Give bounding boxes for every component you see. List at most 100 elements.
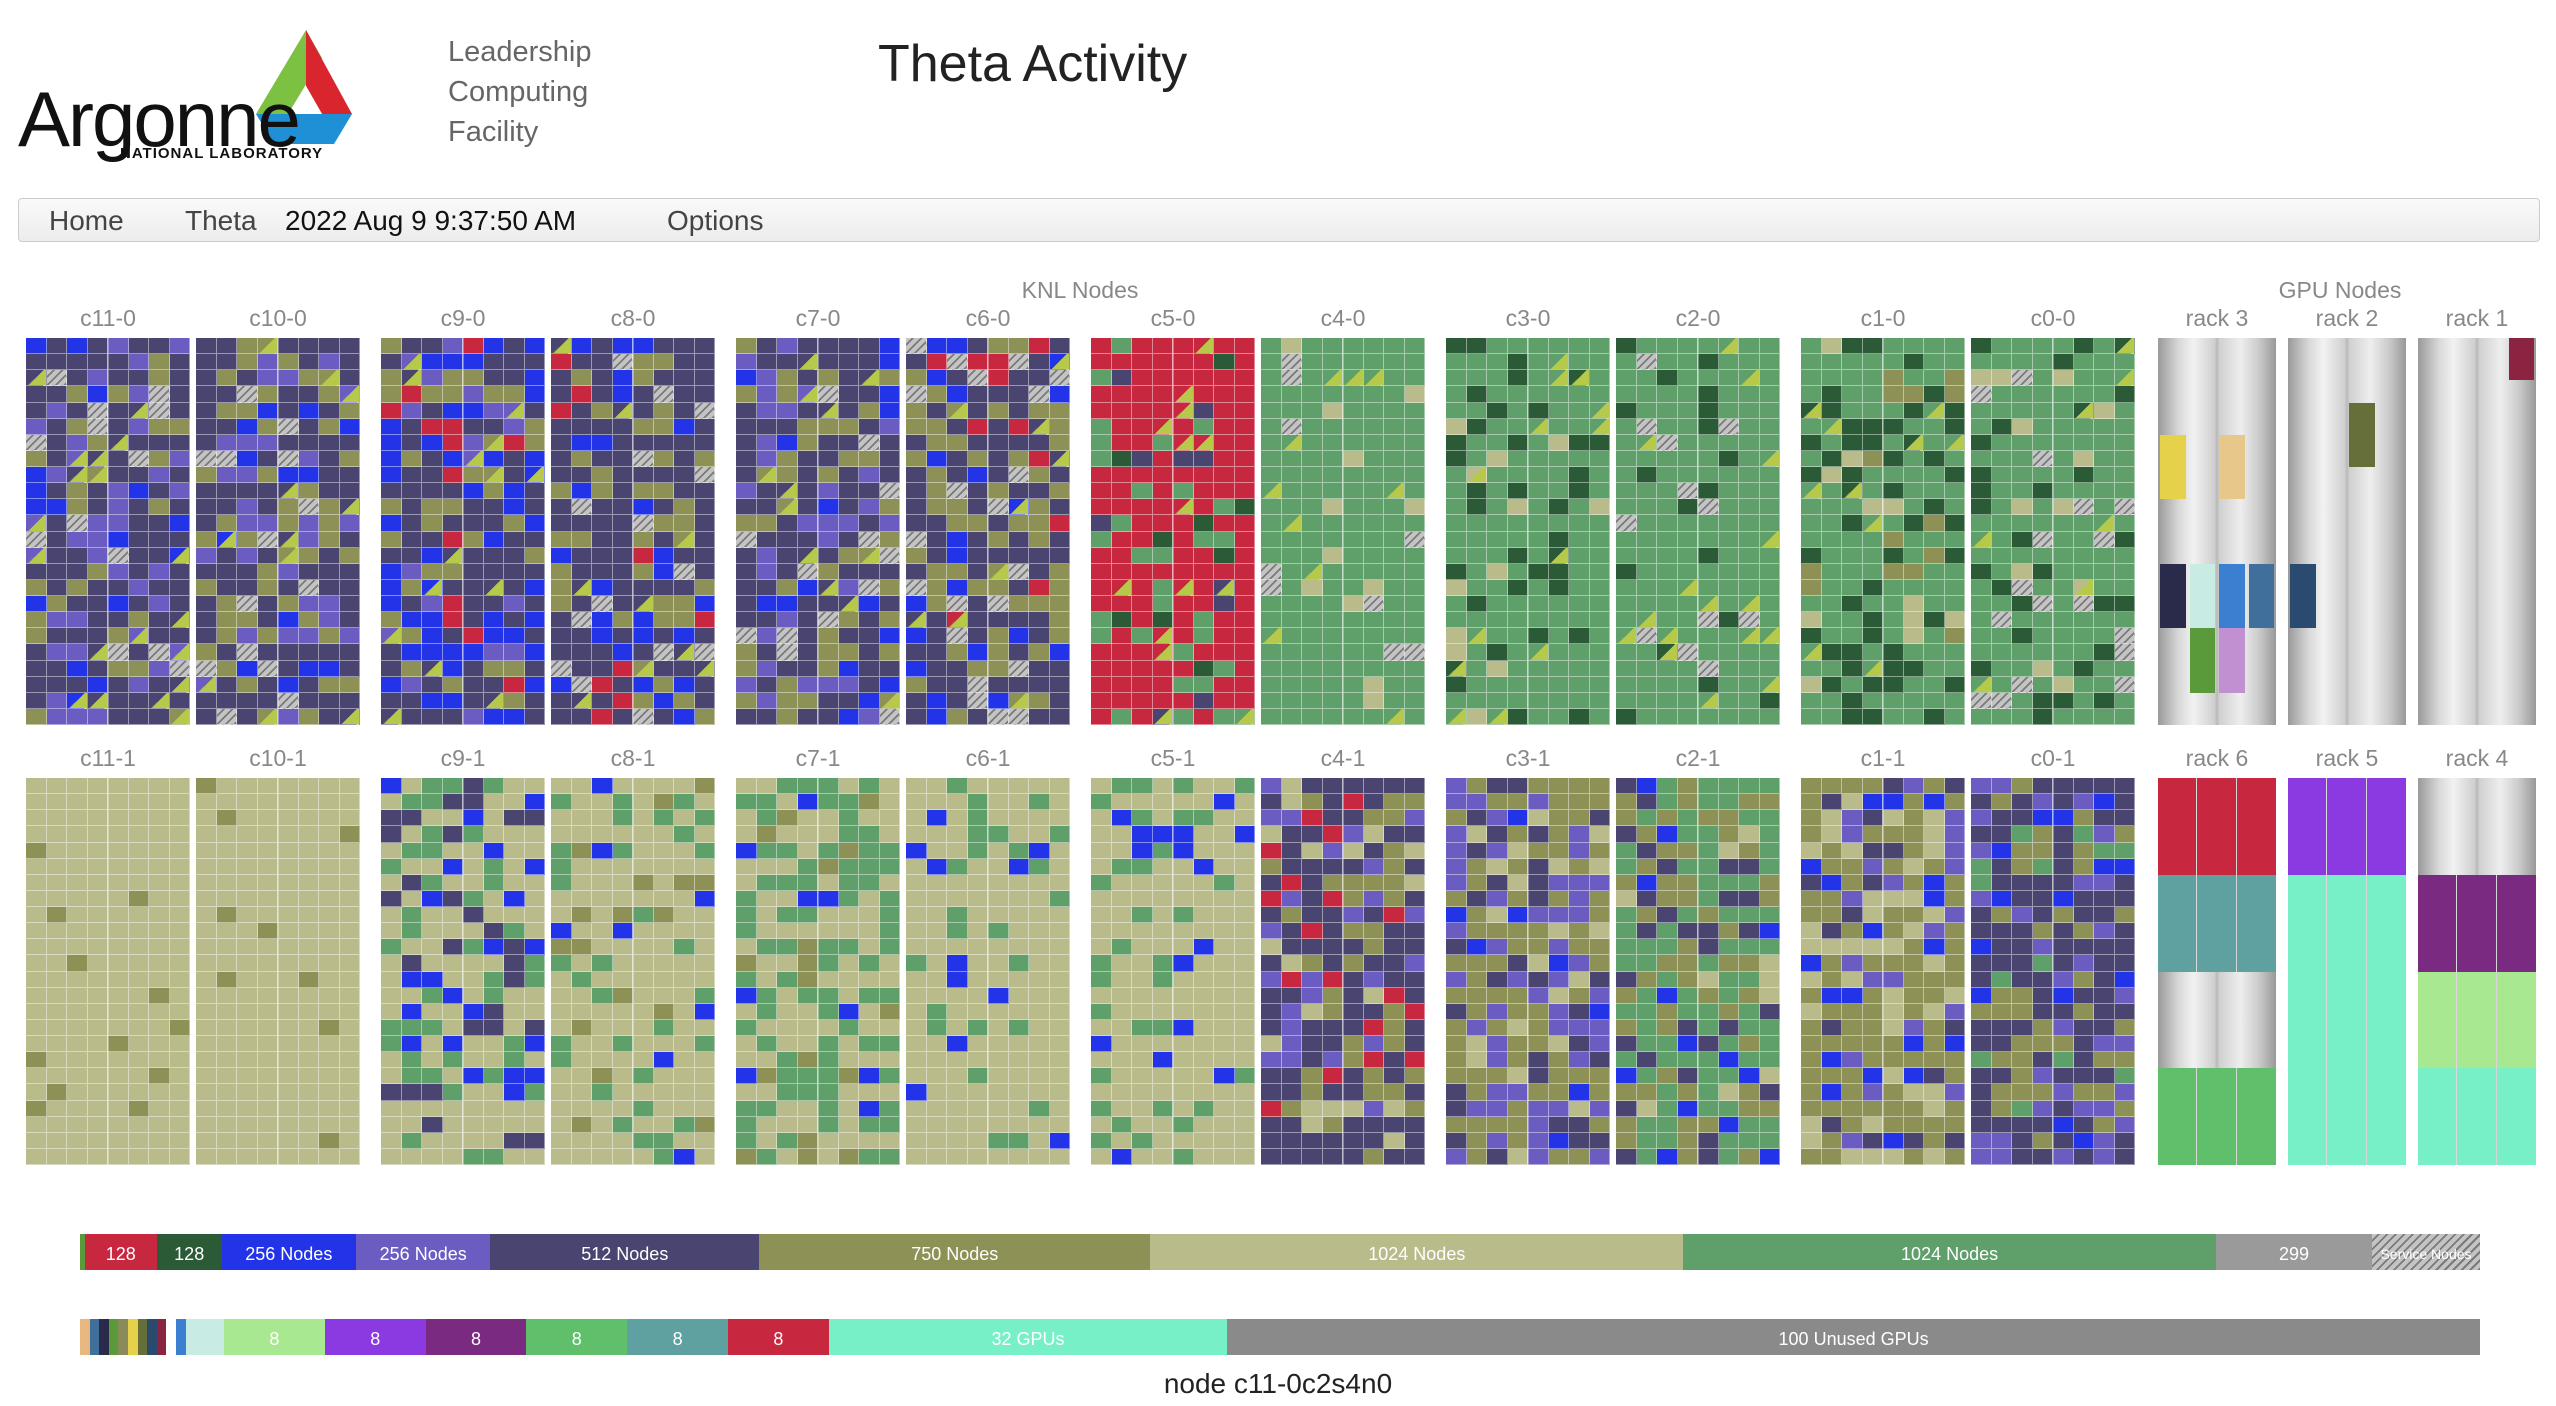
node-cell[interactable] bbox=[1091, 596, 1112, 613]
node-cell[interactable] bbox=[1759, 971, 1780, 988]
node-cell[interactable] bbox=[1008, 923, 1029, 940]
node-cell[interactable] bbox=[1636, 499, 1657, 516]
node-cell[interactable] bbox=[1698, 354, 1719, 371]
node-cell[interactable] bbox=[777, 810, 798, 827]
node-cell[interactable] bbox=[838, 644, 859, 661]
node-cell[interactable] bbox=[1636, 794, 1657, 811]
node-cell[interactable] bbox=[1384, 563, 1405, 580]
node-cell[interactable] bbox=[1636, 708, 1657, 725]
node-cell[interactable] bbox=[797, 612, 818, 629]
node-cell[interactable] bbox=[1903, 955, 1924, 972]
node-cell[interactable] bbox=[524, 434, 545, 451]
node-cell[interactable] bbox=[1132, 434, 1153, 451]
node-cell[interactable] bbox=[2053, 612, 2074, 629]
node-cell[interactable] bbox=[818, 628, 839, 645]
node-cell[interactable] bbox=[87, 1036, 108, 1053]
node-cell[interactable] bbox=[1569, 644, 1590, 661]
node-cell[interactable] bbox=[1944, 483, 1965, 500]
node-cell[interactable] bbox=[422, 499, 443, 516]
node-cell[interactable] bbox=[1193, 563, 1214, 580]
node-cell[interactable] bbox=[1589, 1084, 1610, 1101]
node-cell[interactable] bbox=[1049, 987, 1070, 1004]
node-cell[interactable] bbox=[483, 612, 504, 629]
node-cell[interactable] bbox=[257, 596, 278, 613]
node-cell[interactable] bbox=[1008, 810, 1029, 827]
node-cell[interactable] bbox=[401, 826, 422, 843]
node-cell[interactable] bbox=[1302, 858, 1323, 875]
node-cell[interactable] bbox=[216, 923, 237, 940]
node-cell[interactable] bbox=[1446, 563, 1467, 580]
node-cell[interactable] bbox=[169, 515, 190, 532]
node-cell[interactable] bbox=[1842, 596, 1863, 613]
node-cell[interactable] bbox=[1466, 531, 1487, 548]
node-cell[interactable] bbox=[1589, 1052, 1610, 1069]
node-cell[interactable] bbox=[1173, 1116, 1194, 1133]
node-cell[interactable] bbox=[1883, 858, 1904, 875]
node-cell[interactable] bbox=[1739, 1019, 1760, 1036]
node-cell[interactable] bbox=[1261, 515, 1282, 532]
node-cell[interactable] bbox=[838, 418, 859, 435]
node-cell[interactable] bbox=[422, 858, 443, 875]
node-cell[interactable] bbox=[1446, 612, 1467, 629]
node-cell[interactable] bbox=[1657, 450, 1678, 467]
node-cell[interactable] bbox=[1971, 1132, 1992, 1149]
node-cell[interactable] bbox=[1384, 676, 1405, 693]
node-cell[interactable] bbox=[401, 676, 422, 693]
node-cell[interactable] bbox=[1111, 338, 1132, 355]
node-cell[interactable] bbox=[674, 547, 695, 564]
node-cell[interactable] bbox=[2012, 1132, 2033, 1149]
node-cell[interactable] bbox=[2032, 987, 2053, 1004]
node-cell[interactable] bbox=[1466, 450, 1487, 467]
node-cell[interactable] bbox=[1008, 794, 1029, 811]
node-cell[interactable] bbox=[1569, 499, 1590, 516]
node-cell[interactable] bbox=[1636, 1068, 1657, 1085]
node-cell[interactable] bbox=[196, 778, 217, 795]
node-cell[interactable] bbox=[1214, 563, 1235, 580]
node-cell[interactable] bbox=[1883, 1100, 1904, 1117]
node-cell[interactable] bbox=[988, 483, 1009, 500]
node-cell[interactable] bbox=[401, 612, 422, 629]
node-cell[interactable] bbox=[1528, 450, 1549, 467]
node-cell[interactable] bbox=[612, 563, 633, 580]
node-cell[interactable] bbox=[1049, 499, 1070, 516]
node-cell[interactable] bbox=[1091, 1019, 1112, 1036]
node-cell[interactable] bbox=[1049, 563, 1070, 580]
node-cell[interactable] bbox=[339, 826, 360, 843]
node-cell[interactable] bbox=[551, 596, 572, 613]
node-cell[interactable] bbox=[1261, 531, 1282, 548]
node-cell[interactable] bbox=[1528, 338, 1549, 355]
node-cell[interactable] bbox=[319, 1148, 340, 1165]
node-cell[interactable] bbox=[128, 955, 149, 972]
node-cell[interactable] bbox=[1302, 338, 1323, 355]
node-cell[interactable] bbox=[1234, 987, 1255, 1004]
node-cell[interactable] bbox=[571, 644, 592, 661]
node-cell[interactable] bbox=[2094, 907, 2115, 924]
node-cell[interactable] bbox=[906, 1084, 927, 1101]
node-cell[interactable] bbox=[694, 923, 715, 940]
node-cell[interactable] bbox=[1261, 708, 1282, 725]
node-cell[interactable] bbox=[1507, 596, 1528, 613]
node-cell[interactable] bbox=[818, 1052, 839, 1069]
node-cell[interactable] bbox=[1132, 1100, 1153, 1117]
cabinet-c3-0[interactable] bbox=[1446, 338, 1610, 725]
node-cell[interactable] bbox=[1589, 563, 1610, 580]
node-cell[interactable] bbox=[818, 644, 839, 661]
node-cell[interactable] bbox=[1759, 1148, 1780, 1165]
node-cell[interactable] bbox=[1759, 778, 1780, 795]
node-cell[interactable] bbox=[2073, 483, 2094, 500]
node-cell[interactable] bbox=[592, 939, 613, 956]
node-cell[interactable] bbox=[1971, 370, 1992, 387]
node-cell[interactable] bbox=[149, 547, 170, 564]
node-cell[interactable] bbox=[67, 692, 88, 709]
node-cell[interactable] bbox=[1801, 778, 1822, 795]
node-cell[interactable] bbox=[1801, 579, 1822, 596]
node-cell[interactable] bbox=[381, 692, 402, 709]
node-cell[interactable] bbox=[1466, 842, 1487, 859]
node-cell[interactable] bbox=[196, 826, 217, 843]
node-cell[interactable] bbox=[1281, 386, 1302, 403]
node-cell[interactable] bbox=[571, 778, 592, 795]
node-cell[interactable] bbox=[1029, 1003, 1050, 1020]
node-cell[interactable] bbox=[339, 644, 360, 661]
node-cell[interactable] bbox=[1214, 1036, 1235, 1053]
node-cell[interactable] bbox=[571, 402, 592, 419]
